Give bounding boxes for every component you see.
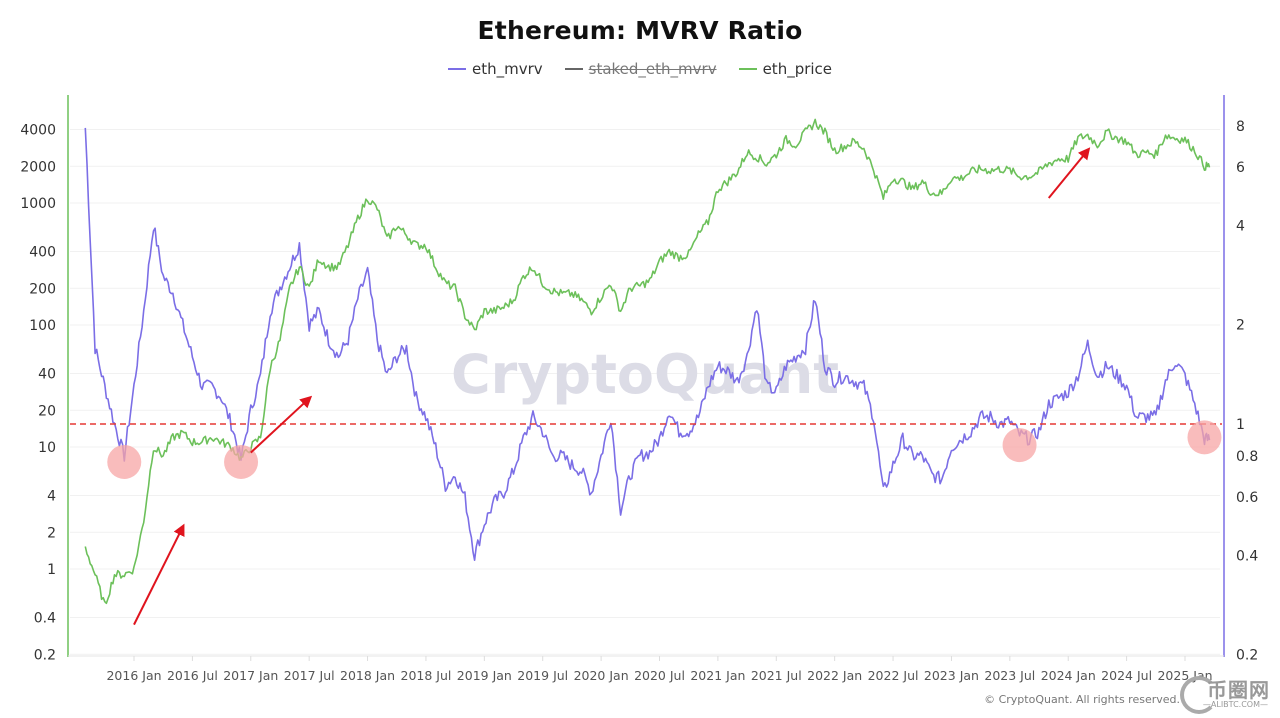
x-tick-label: 2017 Jul — [284, 668, 335, 683]
y-left-tick-label: 2000 — [20, 159, 56, 175]
legend-swatch-staked-eth-mvrv — [564, 68, 583, 70]
x-tick-label: 2020 Jul — [634, 668, 685, 683]
y-left-tick-label: 20 — [38, 403, 56, 419]
y-left-tick-label: 0.4 — [34, 611, 56, 627]
y-right-tick-label: 4 — [1236, 218, 1245, 234]
legend: eth_mvrv staked_eth_mvrv eth_price — [0, 60, 1280, 78]
x-tick-label: 2017 Jan — [223, 668, 278, 683]
annotation-arrow — [1047, 147, 1091, 199]
grid — [70, 129, 1220, 655]
chart-title: Ethereum: MVRV Ratio — [477, 16, 803, 45]
x-tick-label: 2024 Jul — [1101, 668, 1152, 683]
axes: 4000 2000 1000 400 200 100 40 20 10 4 2 1 0.4 0.2 8 6 4 2… — [20, 95, 1258, 683]
x-tick-label: 2016 Jul — [167, 668, 218, 683]
legend-swatch-eth-mvrv — [447, 68, 466, 70]
x-tick-label: 2022 Jan — [807, 668, 862, 683]
x-tick-label: 2019 Jul — [517, 668, 568, 683]
x-tick-label: 2021 Jan — [690, 668, 745, 683]
y-right-tick-label: 0.2 — [1236, 648, 1258, 664]
legend-label: staked_eth_mvrv — [588, 60, 717, 78]
y-left-tick-label: 200 — [29, 281, 56, 297]
watermark: CryptoQuant — [451, 343, 839, 406]
highlight-circle — [224, 444, 259, 479]
y-left-tick-label: 4 — [47, 489, 56, 505]
x-tick-label: 2018 Jul — [401, 668, 452, 683]
highlight-circle — [107, 444, 142, 479]
site-logo-icon — [1180, 676, 1218, 714]
legend-item-staked-eth-mvrv[interactable]: staked_eth_mvrv — [564, 60, 717, 78]
legend-label: eth_price — [762, 60, 833, 78]
site-name-en: —ALIBTC.COM— — [1202, 700, 1268, 709]
y-left-tick-label: 1000 — [20, 196, 56, 212]
x-tick-label: 2020 Jan — [574, 668, 629, 683]
highlight-circle — [1002, 428, 1037, 463]
site-name-cn: 币圈网 — [1207, 678, 1270, 702]
x-tick-label: 2018 Jan — [340, 668, 395, 683]
y-left-tick-label: 40 — [38, 367, 56, 383]
x-tick-label: 2024 Jan — [1041, 668, 1096, 683]
legend-item-eth-price[interactable]: eth_price — [738, 60, 833, 78]
x-tick-label: 2023 Jul — [984, 668, 1035, 683]
series-line-eth-price — [84, 118, 1211, 605]
y-right-tick-label: 0.4 — [1236, 548, 1258, 564]
y-left-tick-label: 0.2 — [34, 647, 56, 663]
site-watermark: 币圈网 —ALIBTC.COM— — [1178, 674, 1274, 714]
x-tick-label: 2019 Jan — [457, 668, 512, 683]
y-left-tick-label: 4000 — [20, 123, 56, 139]
y-left-tick-label: 400 — [29, 245, 56, 261]
x-tick-label: 2016 Jan — [106, 668, 161, 683]
y-right-tick-label: 1 — [1236, 417, 1245, 433]
annotations — [70, 147, 1222, 626]
legend-item-eth-mvrv[interactable]: eth_mvrv — [447, 60, 543, 78]
legend-label: eth_mvrv — [471, 60, 543, 78]
x-tick-label: 2021 Jul — [751, 668, 802, 683]
y-right-tick-label: 6 — [1236, 160, 1245, 176]
copyright-text: © CryptoQuant. All rights reserved. — [984, 693, 1180, 706]
y-left-tick-label: 100 — [29, 318, 56, 334]
y-right-tick-label: 2 — [1236, 318, 1245, 334]
highlight-circle — [1187, 420, 1222, 455]
y-right-tick-label: 0.6 — [1236, 490, 1258, 506]
x-tick-label: 2022 Jul — [868, 668, 919, 683]
x-tick-label: 2023 Jan — [924, 668, 979, 683]
y-left-tick-label: 2 — [47, 525, 56, 541]
annotation-arrow — [133, 523, 185, 626]
y-right-tick-label: 8 — [1236, 119, 1245, 135]
legend-swatch-eth-price — [738, 68, 757, 70]
y-left-tick-label: 10 — [38, 440, 56, 456]
y-right-tick-label: 0.8 — [1236, 449, 1258, 465]
y-left-tick-label: 1 — [47, 562, 56, 578]
annotation-arrow — [250, 395, 313, 454]
